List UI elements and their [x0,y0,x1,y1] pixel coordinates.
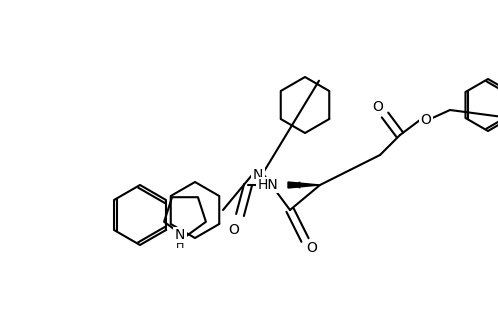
Text: O: O [421,113,431,127]
Text: O: O [373,100,383,114]
Text: O: O [307,241,317,255]
Text: O: O [229,223,240,237]
Polygon shape [288,182,320,188]
Text: N: N [175,228,185,242]
Text: H: H [176,240,184,250]
Text: HN: HN [257,178,278,192]
Text: N: N [253,168,263,182]
